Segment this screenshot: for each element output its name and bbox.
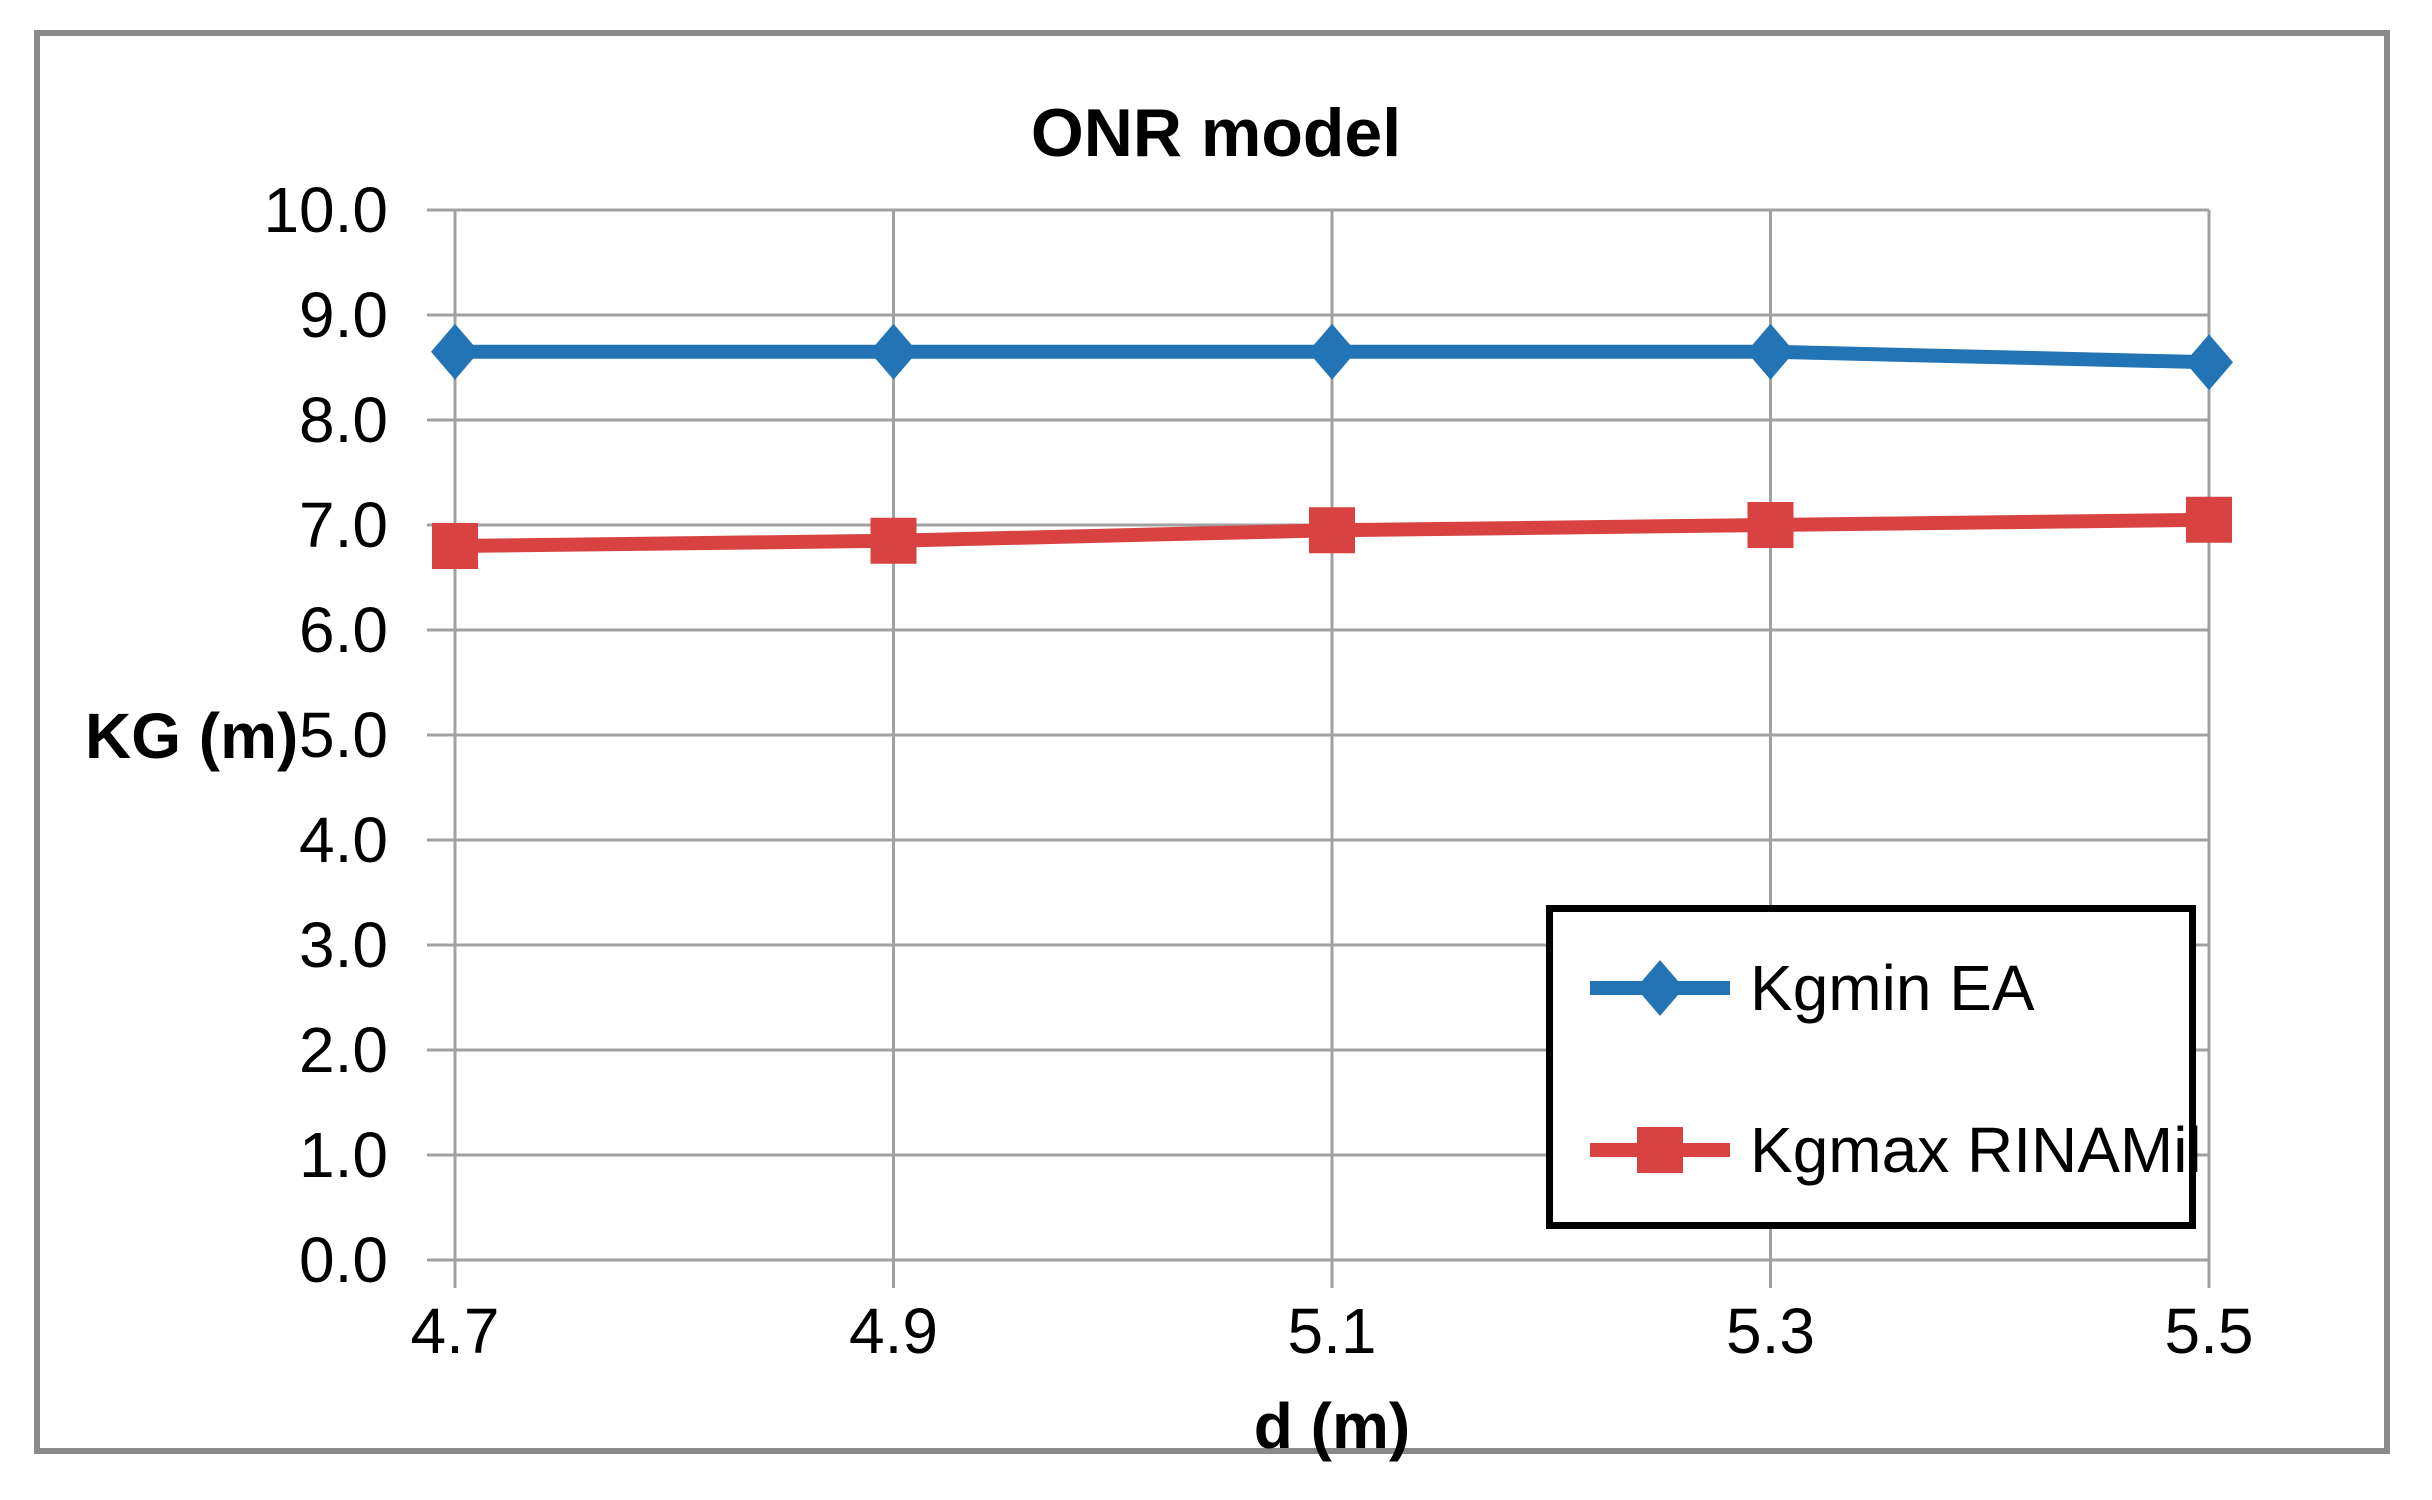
chart-title: ONR model <box>1030 95 1402 171</box>
y-tick-label: 8.0 <box>299 384 388 456</box>
series-kgmin-ea-marker-diamond <box>2185 334 2233 391</box>
series-kgmin-ea-marker-diamond <box>869 323 918 380</box>
legend-label: Kgmax RINAMil <box>1750 1114 2202 1186</box>
series-kgmax-rinamil-marker-square <box>870 517 917 564</box>
y-tick-label: 6.0 <box>299 594 388 666</box>
x-tick-label: 5.1 <box>1287 1295 1377 1367</box>
series-kgmin-ea-marker-diamond <box>1746 323 1795 380</box>
legend: Kgmin EA Kgmax RINAMil <box>1546 905 2202 1229</box>
x-axis-title: d (m) <box>1253 1390 1411 1462</box>
legend-entry-kgmin-ea: Kgmin EA <box>1590 953 2035 1023</box>
series-kgmin-ea-marker-diamond <box>1308 323 1356 380</box>
legend-entry-kgmax-rinamil: Kgmax RINAMil <box>1590 1115 2202 1185</box>
series-kgmax-rinamil-marker-square <box>1309 507 1355 554</box>
series-kgmax-rinamil-marker-square <box>432 523 478 569</box>
series-kgmax-rinamil-marker-square <box>2186 496 2232 543</box>
x-tick-label: 4.7 <box>410 1295 500 1367</box>
x-tick-label: 5.3 <box>1726 1295 1815 1367</box>
y-tick-label: 9.0 <box>299 279 388 351</box>
x-tick-label: 5.5 <box>2164 1295 2254 1367</box>
series-kgmax-rinamil-marker-square <box>1747 502 1794 548</box>
y-tick-label: 7.0 <box>299 489 388 561</box>
y-axis-title: KG (m) <box>85 700 299 772</box>
y-tick-label: 3.0 <box>299 909 388 981</box>
figure-border <box>34 30 2390 1454</box>
y-tick-label: 0.0 <box>299 1224 388 1296</box>
legend-diamond-icon <box>1590 960 1730 1016</box>
y-tick-label: 1.0 <box>299 1119 388 1191</box>
series-kgmin-ea-marker-diamond <box>431 323 479 380</box>
legend-label: Kgmin EA <box>1750 952 2035 1024</box>
y-tick-label: 5.0 <box>299 699 388 771</box>
legend-square-icon <box>1590 1127 1730 1173</box>
x-tick-label: 4.9 <box>849 1295 938 1367</box>
y-tick-label: 10.0 <box>263 174 388 246</box>
y-tick-label: 4.0 <box>299 804 388 876</box>
y-tick-label: 2.0 <box>299 1014 388 1086</box>
